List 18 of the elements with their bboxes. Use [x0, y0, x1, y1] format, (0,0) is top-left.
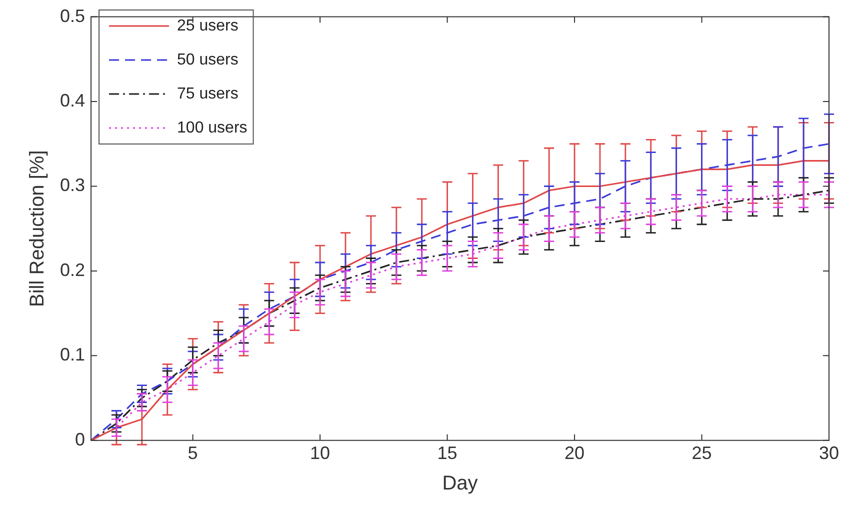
x-tick-label: 10 — [310, 443, 330, 464]
x-tick-label: 20 — [564, 443, 585, 464]
x-tick-label: 25 — [692, 443, 712, 464]
x-axis-title: Day — [442, 472, 478, 495]
x-tick-label: 5 — [188, 443, 198, 464]
x-tick-label: 30 — [818, 443, 840, 464]
y-tick-label: 0.1 — [60, 344, 86, 365]
y-tick-label: 0 — [75, 429, 86, 450]
x-tick-label: 15 — [437, 443, 458, 464]
legend-label: 100 users — [177, 119, 248, 136]
y-axis-title: Bill Reduction [%] — [26, 150, 49, 307]
y-tick-label: 0.4 — [60, 90, 86, 110]
y-tick-label: 0.3 — [60, 175, 86, 196]
y-tick-label: 0.5 — [60, 6, 86, 26]
legend-label: 25 users — [177, 17, 238, 34]
y-tick-label: 0.2 — [60, 260, 86, 280]
legend-label: 75 users — [177, 85, 238, 102]
legend-label: 50 users — [177, 51, 238, 68]
